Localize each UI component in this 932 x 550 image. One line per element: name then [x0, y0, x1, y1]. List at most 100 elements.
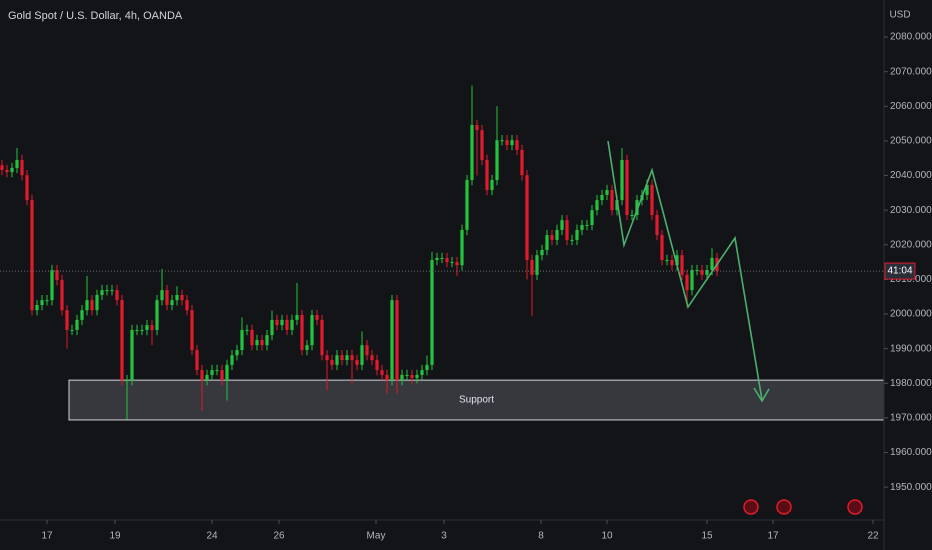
candle-body	[620, 159, 624, 201]
candle-body	[540, 249, 544, 256]
candle-body	[195, 350, 199, 371]
candle-body	[365, 345, 369, 356]
candle-body	[45, 300, 49, 302]
candle-body	[450, 262, 454, 264]
candle-body	[185, 300, 189, 311]
candle-body	[235, 350, 239, 356]
candle-body	[50, 270, 54, 301]
candle-body	[590, 210, 594, 226]
x-tick-label: 17	[41, 531, 53, 542]
candle-body	[390, 300, 394, 381]
candle-body	[160, 290, 164, 301]
candle-body	[125, 380, 129, 382]
arrow-head	[753, 387, 770, 403]
candle-body	[420, 370, 424, 375]
candle-body	[255, 339, 259, 346]
candle-body	[380, 370, 384, 375]
candle-body	[135, 329, 139, 331]
candle-body	[315, 315, 319, 320]
candle-body	[310, 315, 314, 346]
y-tick-label: 1950.000	[890, 482, 932, 493]
candle-body	[170, 300, 174, 306]
candle-body	[305, 345, 309, 351]
y-tick-label: 1960.000	[890, 447, 932, 458]
event-icon[interactable]	[847, 499, 863, 515]
candle-body	[500, 140, 504, 142]
candle-body	[435, 257, 439, 260]
candle-body	[30, 200, 34, 311]
candle-body	[600, 194, 604, 201]
chart-title: Gold Spot / U.S. Dollar, 4h, OANDA	[8, 10, 183, 22]
candle-body	[605, 190, 609, 195]
candle-body	[505, 140, 509, 146]
zigzag-projection	[607, 140, 763, 401]
y-tick-label: 2030.000	[890, 205, 932, 216]
candle-body	[70, 329, 74, 331]
candle-body	[120, 300, 124, 381]
x-tick-label: 3	[441, 531, 447, 542]
x-tick-label: 19	[109, 531, 121, 542]
countdown-label: 41:04	[887, 266, 912, 277]
candle-body	[325, 355, 329, 361]
candle-body	[270, 319, 274, 336]
candle-body	[695, 270, 699, 272]
candle-body	[300, 315, 304, 351]
candle-body	[615, 200, 619, 211]
candle-body	[265, 335, 269, 346]
candle-body	[580, 225, 584, 230]
y-tick-label: 2060.000	[890, 101, 932, 112]
candle-body	[385, 374, 389, 381]
candle-body	[250, 329, 254, 346]
last-price-badge	[884, 262, 916, 280]
candle-body	[445, 257, 449, 263]
x-tick-label: 8	[538, 531, 544, 542]
candle-body	[430, 260, 434, 365]
candle-body	[680, 255, 684, 275]
candle-body	[685, 274, 689, 291]
x-tick-label: 15	[701, 531, 713, 542]
candle-body	[15, 159, 19, 168]
support-zone-layer: Support	[68, 379, 885, 421]
candle-body	[240, 329, 244, 351]
candle-body	[585, 225, 589, 227]
x-tick-label: 22	[867, 531, 879, 542]
candle-body	[245, 329, 249, 331]
candle-body	[490, 180, 494, 191]
x-tick-label: May	[367, 531, 386, 542]
candle-body	[655, 214, 659, 236]
candle-body	[150, 325, 154, 330]
candle-body	[460, 229, 464, 266]
candle-body	[100, 290, 104, 295]
candle-body	[295, 315, 299, 320]
candle-body	[130, 329, 134, 381]
candle-body	[40, 300, 44, 306]
candle-body	[275, 319, 279, 326]
candle-body	[405, 374, 409, 376]
candle-body	[595, 200, 599, 211]
y-tick-label: 2050.000	[890, 136, 932, 147]
candle-body	[485, 159, 489, 191]
candle-body	[560, 220, 564, 230]
candle-body	[200, 370, 204, 381]
candle-body	[345, 355, 349, 361]
candle-body	[335, 355, 339, 365]
candle-body	[85, 300, 89, 311]
candle-body	[110, 290, 114, 292]
candle-body	[90, 300, 94, 311]
candle-body	[260, 339, 264, 346]
event-icon[interactable]	[776, 499, 792, 515]
candle-body	[60, 280, 64, 311]
candle-body	[455, 262, 459, 266]
candle-body	[645, 184, 649, 195]
candle-body	[5, 169, 9, 173]
event-icon[interactable]	[743, 499, 759, 515]
y-tick-label: 2000.000	[890, 309, 932, 320]
candle-body	[410, 374, 414, 379]
candle-body	[565, 220, 569, 240]
candle-body	[665, 260, 669, 261]
candle-body	[700, 270, 704, 275]
candle-body	[285, 319, 289, 330]
candle-body	[75, 319, 79, 330]
candle-body	[705, 270, 709, 275]
x-tick-label: 24	[206, 531, 218, 542]
